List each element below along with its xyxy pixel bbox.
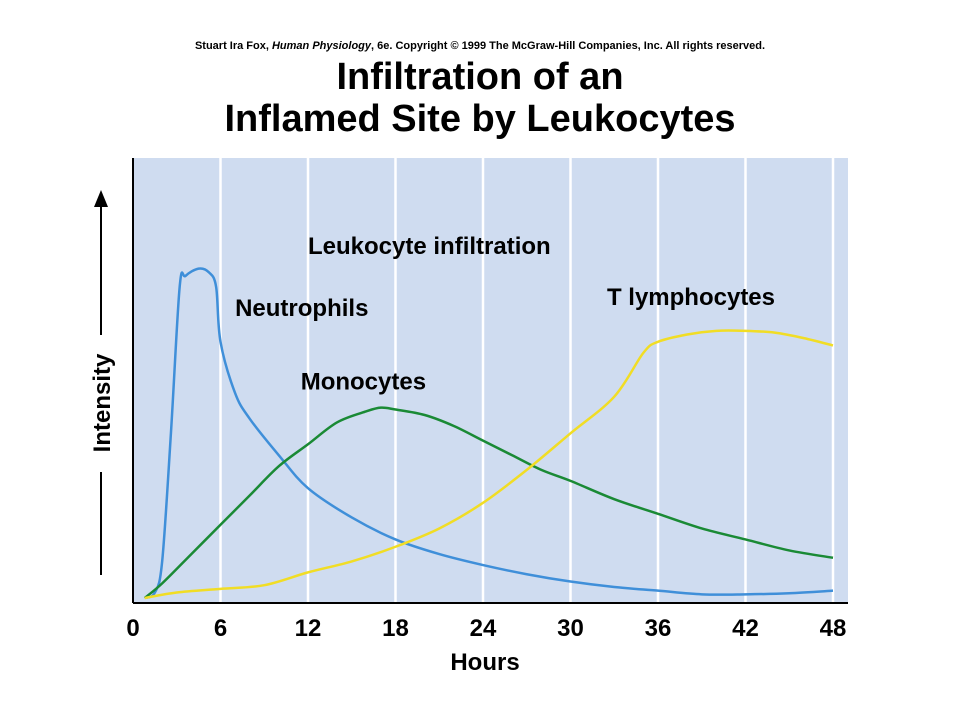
grid-lines	[219, 158, 835, 603]
y-axis-label-group: Intensity	[89, 190, 116, 575]
title-line-2: Inflamed Site by Leukocytes	[224, 98, 736, 140]
axes	[132, 158, 848, 604]
x-tick-label: 12	[295, 615, 322, 642]
y-arrow-head	[94, 190, 108, 207]
annotation-monocytes: Monocytes	[301, 368, 426, 395]
title-line-1: Infiltration of an	[336, 56, 624, 98]
x-tick-label: 36	[645, 615, 672, 642]
annotation-neutrophils: Neutrophils	[235, 295, 368, 322]
copyright-author: Stuart Ira Fox,	[194, 40, 272, 52]
x-tick-label: 48	[820, 615, 847, 642]
annotation-t-lymphocytes: T lymphocytes	[607, 284, 775, 311]
series-line-monocytes	[143, 406, 834, 599]
x-tick-label: 6	[214, 615, 227, 642]
copyright-book: Human Physiology	[271, 40, 372, 52]
page-title: Infiltration of an Inflamed Site by Leuk…	[0, 56, 960, 140]
copyright-rest: , 6e. Copyright © 1999 The McGraw-Hill C…	[371, 40, 766, 52]
x-tick-label: 0	[126, 615, 139, 642]
y-axis-label: Intensity	[89, 353, 116, 452]
x-tick-labels: 0 6 12 18 24 30 36 42 48	[126, 615, 846, 642]
plot-background	[133, 158, 848, 603]
annotation-leukocyte-infiltration: Leukocyte infiltration	[308, 233, 551, 260]
series-lines	[143, 267, 834, 600]
x-tick-label: 42	[732, 615, 759, 642]
copyright-line: Stuart Ira Fox, Human Physiology, 6e. Co…	[0, 40, 960, 52]
x-tick-label: 24	[470, 615, 497, 642]
series-line-t-lymphocytes	[144, 329, 834, 600]
x-axis-label: Hours	[450, 649, 519, 676]
x-tick-label: 30	[557, 615, 584, 642]
series-line-neutrophils	[144, 267, 834, 600]
x-tick-label: 18	[382, 615, 409, 642]
annotations: Neutrophils Monocytes T lymphocytes Leukocy…	[235, 233, 775, 395]
